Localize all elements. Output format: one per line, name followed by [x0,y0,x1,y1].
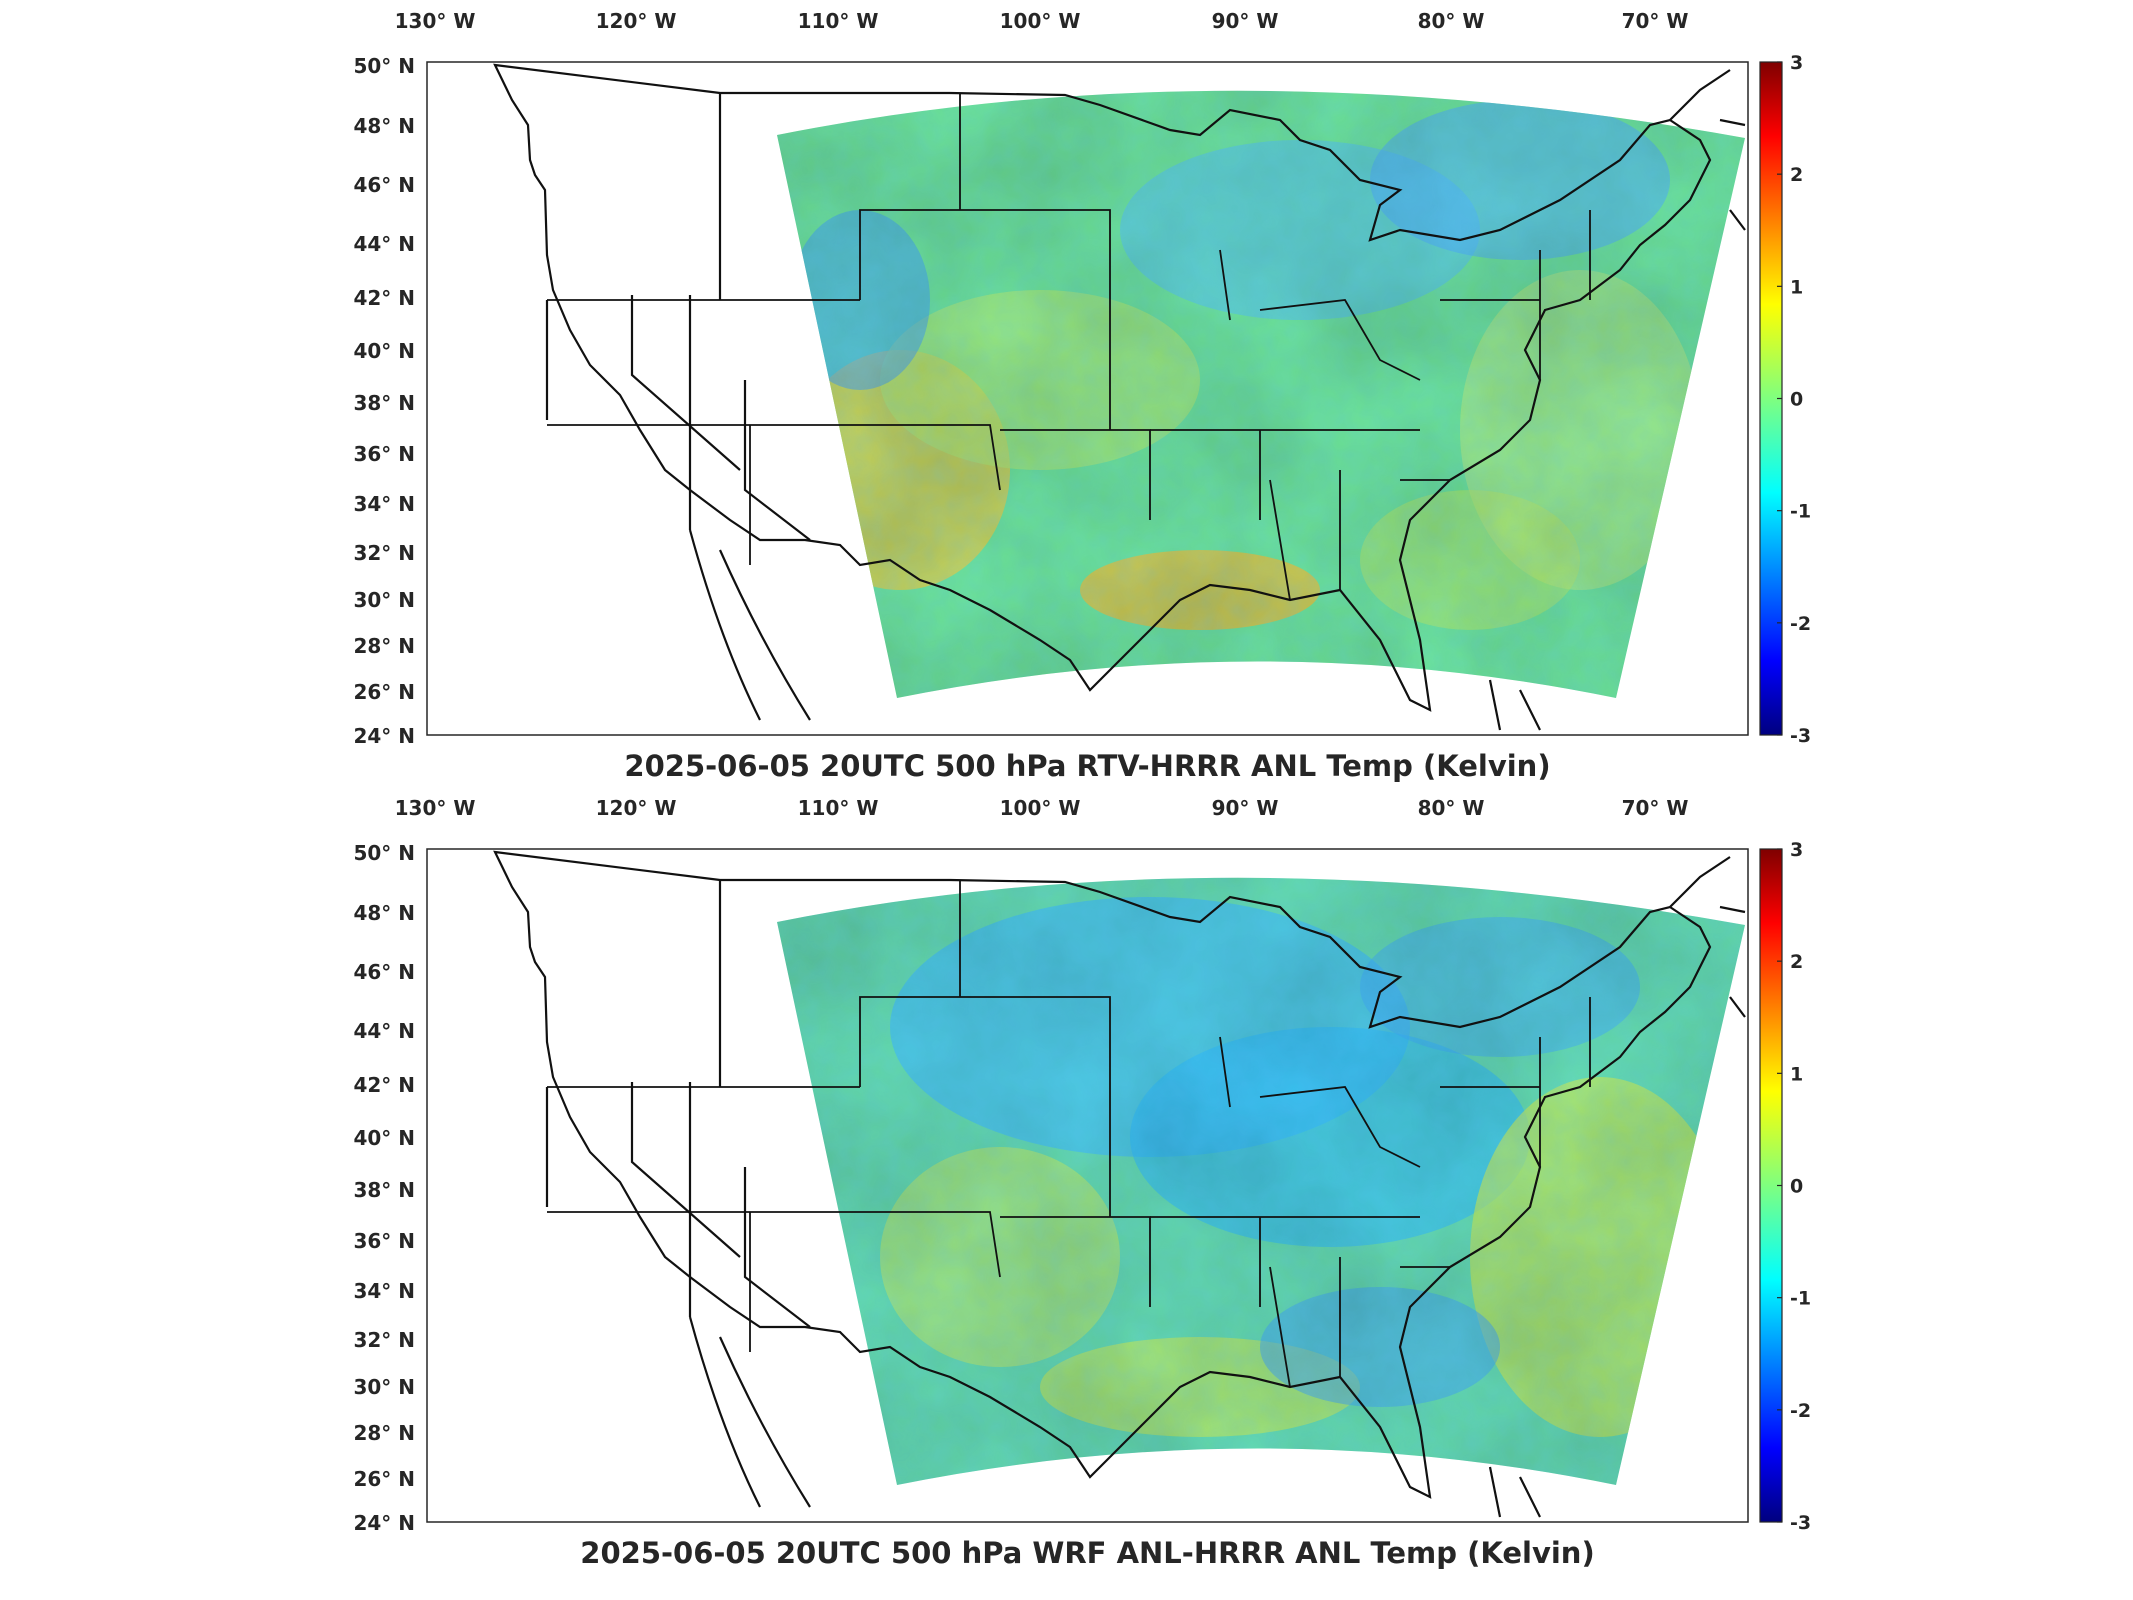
colorbar-tick-label: 2 [1790,164,1803,186]
colorbar-tick-label: -1 [1790,501,1811,523]
lat-tick-label: 40° N [353,339,415,363]
panel-title: 2025-06-05 20UTC 500 hPa RTV-HRRR ANL Te… [624,749,1550,783]
lat-tick-label: 28° N [353,634,415,658]
lon-tick-label: 90° W [1212,9,1279,33]
lat-tick-label: 32° N [353,1328,415,1352]
colorbar-tick-label: 0 [1790,1176,1803,1198]
lat-tick-label: 40° N [353,1126,415,1150]
colorbar-tick-label: 3 [1790,52,1803,74]
lon-tick-label: 70° W [1622,9,1689,33]
lon-tick-label: 120° W [596,796,677,820]
lat-tick-label: 36° N [353,442,415,466]
lat-tick-label: 48° N [353,114,415,138]
lon-tick-label: 130° W [395,796,476,820]
lon-tick-label: 80° W [1418,9,1485,33]
lon-tick-label: 120° W [596,9,677,33]
temperature-difference-field [760,829,1760,1549]
lat-tick-label: 34° N [353,492,415,516]
map-panel-1: 130° W 120° W 110° W 100° W 90° W 80° W 70° W 5… [353,9,1811,783]
lon-tick-label: 110° W [798,9,879,33]
colorbar-tick-label: 3 [1790,839,1803,861]
lat-tick-label: 34° N [353,1279,415,1303]
lat-tick-label: 38° N [353,391,415,415]
lat-tick-label: 44° N [353,232,415,256]
lat-tick-label: 50° N [353,841,415,865]
lat-tick-label: 26° N [353,1467,415,1491]
colorbar-tick-label: -2 [1790,1400,1811,1422]
panel-title: 2025-06-05 20UTC 500 hPa WRF ANL-HRRR AN… [580,1536,1594,1570]
lat-tick-label: 24° N [353,724,415,748]
colorbar-tick-label: -1 [1790,1288,1811,1310]
map-panel-2: 130° W 120° W 110° W 100° W 90° W 80° W 70° W 5… [353,796,1811,1570]
lon-tick-label: 90° W [1212,796,1279,820]
colorbar-tick-label: -3 [1790,725,1811,747]
lat-tick-label: 50° N [353,54,415,78]
lat-tick-label: 46° N [353,960,415,984]
lat-tick-label: 38° N [353,1178,415,1202]
lon-tick-label: 100° W [1000,796,1081,820]
lon-tick-label: 110° W [798,796,879,820]
lat-tick-label: 44° N [353,1019,415,1043]
colorbar-tick-label: -3 [1790,1512,1811,1534]
lat-tick-label: 36° N [353,1229,415,1253]
lat-tick-label: 30° N [353,588,415,612]
lat-tick-label: 32° N [353,541,415,565]
lon-tick-label: 100° W [1000,9,1081,33]
lat-tick-label: 28° N [353,1421,415,1445]
colorbar-tick-label: 1 [1790,276,1803,298]
lat-tick-label: 48° N [353,901,415,925]
lon-tick-label: 80° W [1418,796,1485,820]
lat-tick-label: 42° N [353,1073,415,1097]
lon-tick-label: 70° W [1622,796,1689,820]
lat-tick-label: 24° N [353,1511,415,1535]
colorbar-tick-label: 2 [1790,951,1803,973]
lon-tick-label: 130° W [395,9,476,33]
colorbar-tick-label: -2 [1790,613,1811,635]
colorbar-tick-label: 0 [1790,389,1803,411]
lat-tick-label: 26° N [353,680,415,704]
lat-tick-label: 42° N [353,286,415,310]
colorbar-tick-label: 1 [1790,1063,1803,1085]
temperature-difference-field [760,42,1760,762]
lat-tick-label: 30° N [353,1375,415,1399]
lat-tick-label: 46° N [353,173,415,197]
